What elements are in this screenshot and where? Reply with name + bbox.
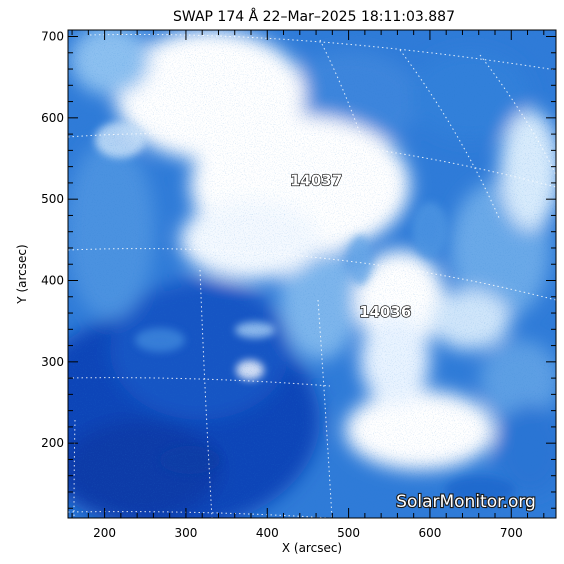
active-region-label: 14036 (359, 303, 411, 321)
active-region-label: 14037 (290, 171, 342, 189)
x-tick-label: 400 (256, 526, 279, 540)
x-axis-label: X (arcsec) (282, 541, 342, 555)
image-grain (68, 30, 556, 518)
axis-ticks (68, 30, 556, 518)
plot-frame (67, 29, 557, 519)
x-tick-labels: 200 300 400 500 600 700 (93, 526, 523, 540)
x-tick-label: 700 (500, 526, 523, 540)
heliographic-grid (68, 33, 556, 518)
x-tick-label: 200 (93, 526, 116, 540)
x-tick-label: 600 (418, 526, 441, 540)
x-tick-label: 500 (337, 526, 360, 540)
watermark: SolarMonitor.org (396, 492, 536, 512)
y-tick-label: 200 (41, 436, 64, 450)
y-tick-label: 500 (41, 192, 64, 206)
y-tick-label: 700 (41, 30, 64, 44)
solar-image: 14037 14036 SolarMonitor.org (68, 30, 556, 518)
y-tick-label: 600 (41, 111, 64, 125)
y-tick-label: 300 (41, 355, 64, 369)
image-title: SWAP 174 Å 22–Mar–2025 18:11:03.887 (173, 8, 455, 25)
y-tick-label: 400 (41, 274, 64, 288)
x-tick-label: 300 (174, 526, 197, 540)
y-axis-label: Y (arcsec) (15, 244, 29, 304)
y-tick-labels: 200 300 400 500 600 700 (41, 30, 64, 451)
